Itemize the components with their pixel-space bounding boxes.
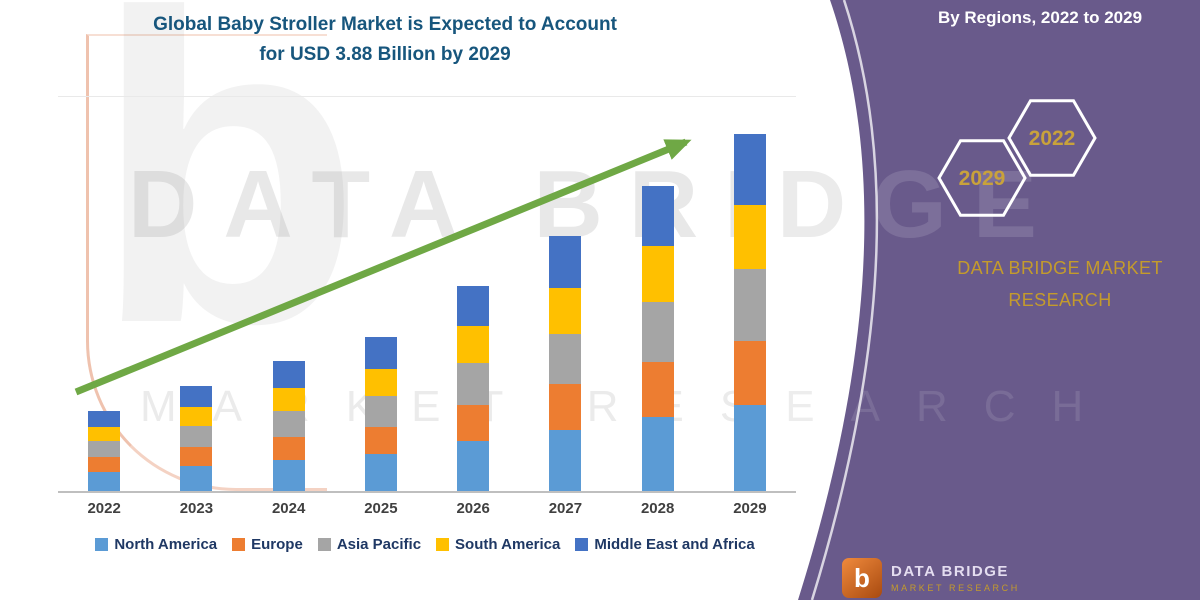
- bar-segment-2024-middle-east-and-africa: [272, 361, 305, 388]
- bar-segment-2022-north-america: [88, 471, 121, 491]
- stacked-bar-2028: [641, 185, 674, 491]
- watermark-logo: b: [86, 0, 362, 491]
- footer-logo-name: DATA BRIDGE: [891, 563, 1009, 580]
- footer-logo: b DATA BRIDGE MARKET RESEARCH: [842, 558, 1020, 598]
- legend-swatch: [317, 538, 331, 551]
- bar-segment-2022-middle-east-and-africa: [88, 411, 121, 427]
- bar-segment-2028-south-america: [641, 246, 674, 302]
- bar-segment-2029-south-america: [733, 204, 766, 270]
- watermark-logo-letter: b: [93, 0, 362, 415]
- bar-segment-2025-north-america: [364, 454, 397, 491]
- x-axis-label-2026: 2026: [456, 500, 490, 517]
- chart-title-line1: Global Baby Stroller Market is Expected …: [153, 14, 617, 35]
- x-axis-label-2027: 2027: [548, 500, 583, 517]
- bar-segment-2026-asia-pacific: [457, 363, 490, 405]
- bar-segment-2024-asia-pacific: [272, 410, 305, 437]
- bar-segment-2026-north-america: [457, 441, 490, 491]
- brand-text-line1: DATA BRIDGE MARKET: [957, 258, 1163, 278]
- brand-text-line2: RESEARCH: [1008, 290, 1112, 311]
- bar-segment-2027-south-america: [549, 287, 582, 334]
- legend-label: North America: [114, 536, 218, 553]
- bar-segment-2025-asia-pacific: [364, 396, 397, 427]
- bar-segment-2023-middle-east-and-africa: [180, 386, 213, 408]
- bar-segment-2029-asia-pacific: [733, 269, 766, 342]
- brand-text: DATA BRIDGE MARKET RESEARCH: [930, 252, 1190, 317]
- bar-segment-2029-europe: [733, 341, 766, 406]
- bar-segment-2023-north-america: [180, 466, 213, 491]
- legend-swatch: [575, 538, 589, 551]
- bar-segment-2024-europe: [272, 436, 305, 460]
- bar-segment-2023-asia-pacific: [180, 425, 213, 447]
- bar-segment-2025-europe: [364, 426, 397, 455]
- x-axis-label-2022: 2022: [87, 500, 121, 517]
- hexagon-2022-label: 2022: [1029, 127, 1076, 150]
- legend-swatch: [232, 538, 246, 551]
- stacked-bar-2023: [180, 386, 213, 491]
- bar-segment-2022-europe: [88, 457, 121, 472]
- legend-item-europe: Europe: [232, 536, 303, 553]
- footer-logo-subtitle: MARKET RESEARCH: [891, 583, 1020, 593]
- footer-logo-icon: b: [842, 558, 882, 598]
- bar-segment-2026-south-america: [457, 326, 490, 364]
- legend-item-asia-pacific: Asia Pacific: [317, 536, 422, 553]
- bar-segment-2026-europe: [457, 404, 490, 442]
- legend-label: Middle East and Africa: [594, 536, 755, 553]
- legend-item-north-america: North America: [95, 536, 217, 553]
- x-axis-label-2024: 2024: [271, 500, 306, 517]
- stacked-bar-2025: [364, 337, 397, 491]
- footer-logo-text: DATA BRIDGE MARKET RESEARCH: [891, 563, 1020, 593]
- bar-segment-2022-asia-pacific: [88, 441, 121, 458]
- chart-legend: North America Europe Asia Pacific South Ame…: [30, 536, 820, 553]
- hexagon-2022: [1007, 99, 1097, 177]
- bar-segment-2023-south-america: [180, 407, 213, 426]
- bar-segment-2027-europe: [549, 384, 582, 431]
- bar-segment-2023-europe: [180, 446, 213, 467]
- bar-segment-2024-north-america: [272, 459, 305, 491]
- legend-label: South America: [455, 536, 561, 553]
- stacked-bar-2029: [733, 134, 766, 491]
- legend-swatch: [436, 538, 450, 551]
- bar-segment-2025-middle-east-and-africa: [364, 337, 397, 369]
- x-axis-label-2025: 2025: [364, 500, 398, 517]
- hexagon-2029: [937, 139, 1027, 217]
- x-axis-label-2023: 2023: [179, 500, 214, 517]
- stacked-bar-2024: [272, 361, 305, 491]
- bar-segment-2027-asia-pacific: [549, 333, 582, 385]
- trend-arrow: [74, 138, 692, 396]
- legend-swatch: [95, 538, 109, 551]
- bar-segment-2028-middle-east-and-africa: [641, 185, 674, 247]
- x-axis-label-2028: 2028: [640, 500, 675, 517]
- bar-segment-2028-europe: [641, 362, 674, 418]
- bar-segment-2026-middle-east-and-africa: [457, 285, 490, 327]
- hexagon-2029-label: 2029: [959, 167, 1006, 190]
- bar-segment-2024-south-america: [272, 387, 305, 411]
- legend-item-south-america: South America: [436, 536, 560, 553]
- bar-segment-2025-south-america: [364, 368, 397, 397]
- bar-segment-2028-asia-pacific: [641, 301, 674, 363]
- stacked-bar-chart: [58, 96, 796, 493]
- bar-segment-2027-north-america: [549, 430, 582, 491]
- x-axis-label-2029: 2029: [733, 500, 767, 517]
- stacked-bar-2022: [88, 411, 121, 491]
- chart-title: Global Baby Stroller Market is Expected …: [15, 10, 755, 71]
- bar-segment-2028-north-america: [641, 417, 674, 491]
- year-hexagons: 2029 2022: [937, 99, 1097, 217]
- stacked-bar-2027: [549, 236, 582, 491]
- stacked-bar-2026: [457, 285, 490, 491]
- side-panel-background: [798, 0, 1200, 600]
- chart-title-line2: for USD 3.88 Billion by 2029: [259, 44, 511, 66]
- bar-segment-2029-middle-east-and-africa: [733, 134, 766, 205]
- x-axis-labels: 2022 2023 2024 2025 2026 2027 2028 2029: [58, 500, 796, 520]
- legend-label: Europe: [251, 536, 303, 553]
- legend-label: Asia Pacific: [336, 536, 422, 553]
- panel-heading: By Regions, 2022 to 2029: [937, 8, 1143, 27]
- legend-item-middle-east-and-africa: Middle East and Africa: [575, 536, 755, 553]
- bar-segment-2027-middle-east-and-africa: [549, 236, 582, 288]
- bar-segment-2022-south-america: [88, 426, 121, 442]
- bar-segment-2029-north-america: [733, 405, 766, 491]
